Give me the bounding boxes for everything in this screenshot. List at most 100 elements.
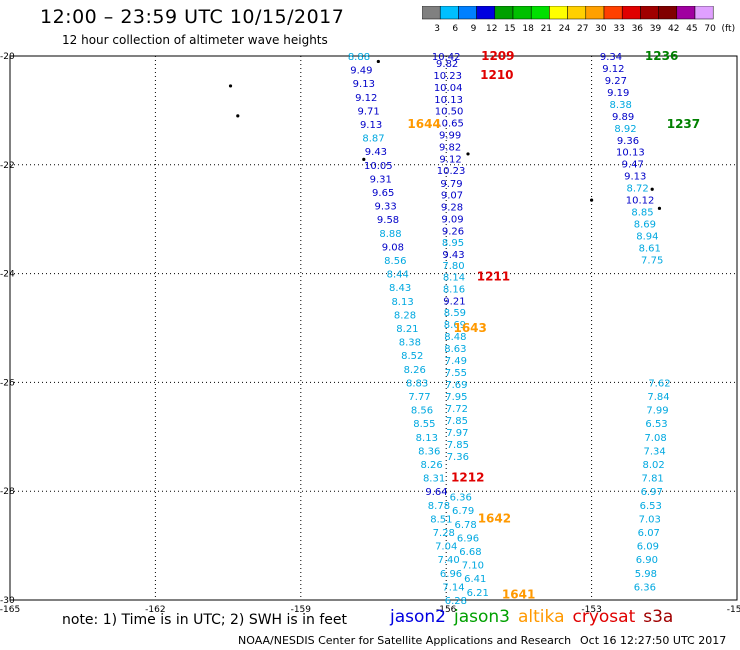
colorbar-swatch xyxy=(694,6,714,20)
colorbar-label: 21 xyxy=(541,24,552,34)
wave-height-value: 6.96 xyxy=(457,533,479,544)
wave-height-value: 7.72 xyxy=(446,404,468,415)
wave-height-value: 9.27 xyxy=(605,76,627,87)
wave-height-value: 7.08 xyxy=(644,433,666,444)
wave-height-value: 7.36 xyxy=(447,452,469,463)
wave-height-value: 6.53 xyxy=(645,419,667,430)
wave-height-value: 9.08 xyxy=(382,242,404,253)
wave-height-value: 7.04 xyxy=(435,542,457,553)
pass-number-label: 1642 xyxy=(478,511,511,525)
wave-height-value: 8.28 xyxy=(394,310,416,321)
wave-height-value: 7.84 xyxy=(647,392,669,403)
lon-tick-label: -159 xyxy=(291,605,312,615)
wave-height-value: 8.85 xyxy=(631,208,653,219)
pass-number-label: 1212 xyxy=(451,471,484,485)
colorbar-label: 3 xyxy=(434,24,440,34)
colorbar-label: 70 xyxy=(704,24,716,34)
wave-height-value: 6.78 xyxy=(454,520,476,531)
wave-height-value: 8.26 xyxy=(404,365,426,376)
wave-height-value: 9.82 xyxy=(436,59,458,70)
wave-height-value: 7.10 xyxy=(462,561,484,572)
wave-height-value: 8.69 xyxy=(444,320,466,331)
wave-height-value: 7.80 xyxy=(442,261,464,272)
wave-height-value: 8.61 xyxy=(639,243,661,254)
wave-height-value: 9.89 xyxy=(612,112,634,123)
wave-height-value: 8.92 xyxy=(614,124,636,135)
wave-height-value: 9.58 xyxy=(377,215,399,226)
wave-height-value: 10.05 xyxy=(364,161,393,172)
colorbar-swatch xyxy=(567,6,587,20)
pass-number-label: 1209 xyxy=(481,49,514,63)
wave-height-value: 8.94 xyxy=(636,232,658,243)
wave-height-value: 10.13 xyxy=(616,148,645,159)
wave-height-value: 9.09 xyxy=(441,215,463,226)
colorbar-label: 27 xyxy=(577,24,588,34)
color-scale-bar: 3 6 9 12 15 18 21 24 27 30 33 36 39 42 45 70 (ft) xyxy=(422,6,735,34)
colorbar-label: 42 xyxy=(668,24,679,34)
island-marker xyxy=(657,206,662,210)
wave-height-value: 8.56 xyxy=(384,256,406,267)
wave-height-value: 8.14 xyxy=(443,272,465,283)
pass-number-label: 1643 xyxy=(453,321,486,335)
legend-jason2: jason2 xyxy=(390,607,446,627)
wave-height-value: 6.68 xyxy=(459,547,481,558)
wave-height-value: 9.34 xyxy=(600,52,622,63)
wave-height-value: 9.31 xyxy=(370,174,392,185)
island-marker xyxy=(376,59,380,64)
wave-height-value: 10.23 xyxy=(437,166,466,177)
lat-tick-label: -22 xyxy=(0,161,15,171)
satellite-legend: jason2 jason3 altika cryosat s3a xyxy=(390,607,681,627)
wave-height-value: 8.69 xyxy=(634,220,656,231)
colorbar-swatch xyxy=(676,6,696,20)
wave-height-value: 6.09 xyxy=(637,542,659,553)
lon-tick-label: -153 xyxy=(581,605,601,615)
wave-height-value: 8.63 xyxy=(444,344,466,355)
island-marker xyxy=(650,187,654,191)
wave-height-value: 9.65 xyxy=(372,188,394,199)
wave-height-value: 10.42 xyxy=(432,52,461,63)
lat-tick-label: -30 xyxy=(0,596,15,606)
page-subtitle: 12 hour collection of altimeter wave hei… xyxy=(62,33,328,47)
wave-height-value: 8.55 xyxy=(413,419,435,430)
wave-height-value: 10.50 xyxy=(435,106,464,117)
island-marker xyxy=(228,84,233,88)
wave-height-value: 9.43 xyxy=(442,250,464,261)
wave-height-value: 8.02 xyxy=(643,460,665,471)
legend-s3a: s3a xyxy=(643,607,674,627)
lon-tick-label: -156 xyxy=(436,605,457,615)
wave-height-value: 9.47 xyxy=(622,160,644,171)
wave-height-value: 7.99 xyxy=(646,406,668,417)
colorbar-swatch xyxy=(512,6,532,20)
wave-height-value: 7.40 xyxy=(437,555,459,566)
wave-height-value: 7.55 xyxy=(445,368,467,379)
colorbar-label: 33 xyxy=(613,24,624,34)
colorbar-swatch xyxy=(422,6,441,20)
wave-height-value: 9.64 xyxy=(425,487,447,498)
lat-tick-label: -26 xyxy=(0,378,15,388)
wave-height-value: 9.13 xyxy=(353,79,375,90)
wave-height-value: 9.79 xyxy=(440,179,462,190)
wave-height-value: 8.21 xyxy=(396,324,418,335)
colorbar-swatch xyxy=(621,6,641,20)
wave-height-value: 9.49 xyxy=(350,66,372,77)
wave-height-value: 6.36 xyxy=(450,493,472,504)
wave-height-value: 8.36 xyxy=(418,446,440,457)
pass-number-label: 1236 xyxy=(645,49,678,63)
legend-cryosat: cryosat xyxy=(572,607,636,627)
page-title: 12:00 – 23:59 UTC 10/15/2017 xyxy=(40,6,345,28)
colorbar-swatch xyxy=(494,6,514,20)
wave-height-value: 6.41 xyxy=(464,574,486,585)
generated-timestamp: Oct 16 12:27:50 UTC 2017 xyxy=(580,634,727,647)
lat-tick-label: -20 xyxy=(0,52,15,62)
island-marker xyxy=(362,157,366,161)
wave-height-value: 9.21 xyxy=(443,296,465,307)
island-marker xyxy=(590,198,594,202)
colorbar-swatch xyxy=(640,6,659,20)
wave-height-value: 6.53 xyxy=(640,501,662,512)
wave-height-value: 9.28 xyxy=(441,203,463,214)
colorbar-swatch xyxy=(658,6,678,20)
axis-ticks: -165 -162 -159 -156 -153 -150 -20 -22 -24 -26 -28 -… xyxy=(0,52,740,615)
wave-height-value: 7.77 xyxy=(408,392,430,403)
wave-height-value: 8.87 xyxy=(362,134,384,145)
